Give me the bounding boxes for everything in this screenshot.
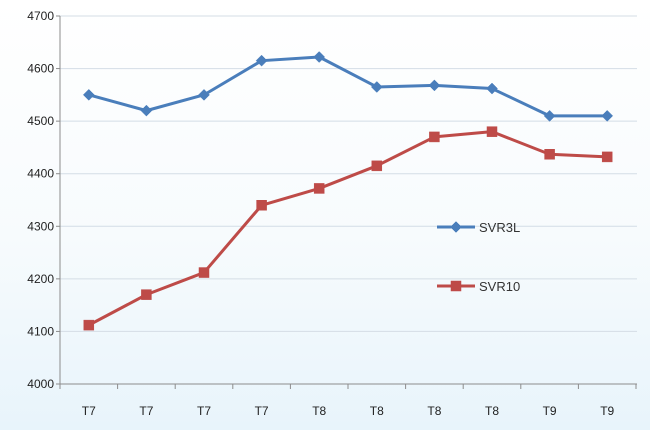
data-point <box>486 126 498 137</box>
x-tick-label: T8 <box>312 404 326 418</box>
y-tick-label: 4500 <box>27 114 54 128</box>
series-svr10 <box>83 126 613 331</box>
legend-item-svr3l: SVR3L <box>437 220 520 235</box>
x-tick-label: T8 <box>427 404 441 418</box>
data-point <box>313 183 325 194</box>
series-line <box>87 55 609 118</box>
legend-marker <box>450 280 462 292</box>
x-tick-label: T7 <box>197 404 211 418</box>
legend-label: SVR10 <box>479 279 520 294</box>
x-tick-label: T8 <box>485 404 499 418</box>
data-point <box>198 267 210 278</box>
y-tick-label: 4700 <box>27 9 54 23</box>
data-point <box>255 54 268 67</box>
y-tick-label: 4000 <box>27 377 54 391</box>
data-point <box>428 79 441 92</box>
data-point <box>140 104 153 117</box>
legend-item-svr10: SVR10 <box>437 279 520 294</box>
data-point <box>429 131 440 143</box>
legend-label: SVR3L <box>479 220 520 235</box>
series-svr3l <box>82 51 614 122</box>
x-tick-label: T9 <box>543 404 557 418</box>
data-point <box>198 89 210 101</box>
x-tick-label: T8 <box>370 404 384 418</box>
legend-marker <box>450 221 462 233</box>
legend: SVR3L SVR10 <box>437 220 520 294</box>
y-tick-label: 4400 <box>27 167 54 181</box>
y-tick-label: 4200 <box>27 272 54 286</box>
data-point <box>601 110 614 122</box>
data-point <box>370 81 383 93</box>
data-point <box>601 151 613 163</box>
data-point <box>371 160 383 172</box>
series-line <box>87 130 609 327</box>
y-tick-label: 4600 <box>27 62 54 76</box>
x-axis-ticks: T7 T7 T7 T7 T8 T8 T8 T8 T9 T9 <box>59 384 637 418</box>
data-point <box>256 200 267 211</box>
data-point <box>82 89 95 101</box>
y-tick-label: 4100 <box>27 324 54 338</box>
y-axis-ticks: 4000 4100 4200 4300 4400 4500 4600 4700 <box>27 9 60 391</box>
data-point <box>543 110 556 122</box>
gridlines <box>60 15 637 332</box>
x-tick-label: T7 <box>139 404 153 418</box>
data-point <box>313 51 326 63</box>
x-tick-label: T9 <box>600 404 614 418</box>
data-point <box>486 82 498 95</box>
data-point <box>544 149 555 160</box>
series <box>82 51 614 331</box>
data-point <box>141 289 152 300</box>
x-tick-label: T7 <box>255 404 269 418</box>
y-tick-label: 4300 <box>27 219 54 233</box>
data-point <box>83 319 95 331</box>
x-tick-label: T7 <box>82 404 96 418</box>
